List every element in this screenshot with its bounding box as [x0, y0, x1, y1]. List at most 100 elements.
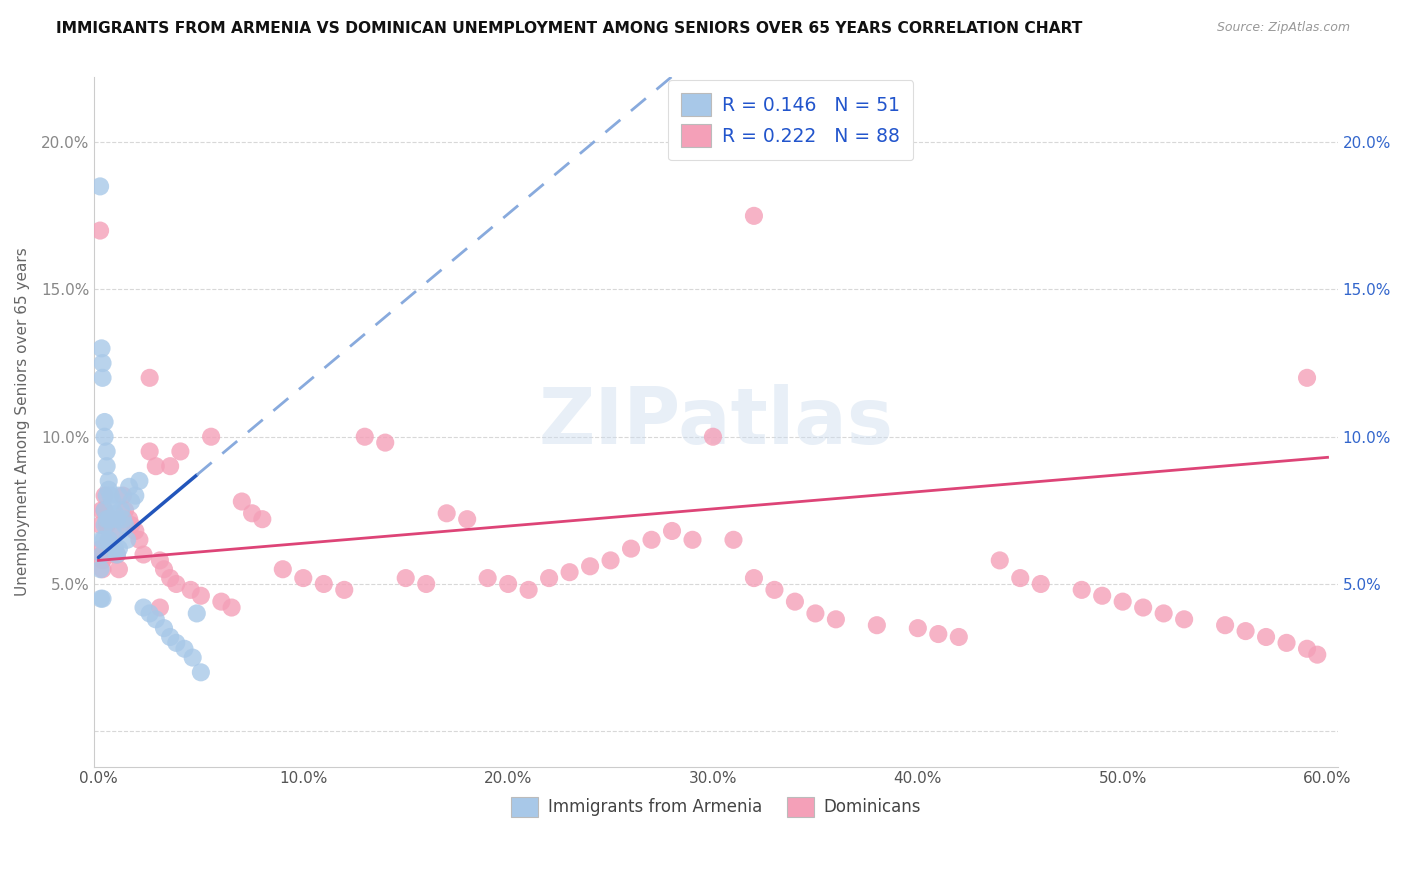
Point	[90, 591, 112, 606]
Point	[186, 607, 208, 621]
Point	[1153, 607, 1175, 621]
Point	[153, 621, 176, 635]
Point	[97, 533, 120, 547]
Point	[165, 636, 187, 650]
Point	[104, 524, 127, 538]
Point	[91, 591, 114, 606]
Point	[558, 565, 581, 579]
Point	[763, 582, 786, 597]
Point	[108, 489, 131, 503]
Point	[1091, 589, 1114, 603]
Point	[866, 618, 889, 632]
Point	[105, 512, 128, 526]
Point	[180, 582, 202, 597]
Point	[1254, 630, 1277, 644]
Point	[128, 474, 150, 488]
Point	[271, 562, 294, 576]
Point	[1275, 636, 1298, 650]
Point	[496, 577, 519, 591]
Point	[149, 600, 172, 615]
Point	[124, 524, 146, 538]
Point	[96, 459, 118, 474]
Point	[682, 533, 704, 547]
Point	[91, 562, 114, 576]
Point	[825, 612, 848, 626]
Y-axis label: Unemployment Among Seniors over 65 years: Unemployment Among Seniors over 65 years	[15, 248, 30, 597]
Point	[124, 489, 146, 503]
Point	[110, 503, 132, 517]
Point	[159, 459, 181, 474]
Point	[96, 518, 118, 533]
Point	[93, 503, 115, 517]
Point	[436, 506, 458, 520]
Point	[159, 630, 181, 644]
Text: ZIPatlas: ZIPatlas	[538, 384, 894, 460]
Point	[89, 223, 111, 237]
Point	[312, 577, 335, 591]
Point	[538, 571, 561, 585]
Point	[209, 594, 232, 608]
Point	[1296, 371, 1319, 385]
Point	[115, 533, 138, 547]
Point	[181, 650, 204, 665]
Point	[149, 553, 172, 567]
Point	[620, 541, 643, 556]
Text: Source: ZipAtlas.com: Source: ZipAtlas.com	[1216, 21, 1350, 35]
Point	[93, 489, 115, 503]
Point	[132, 548, 155, 562]
Point	[599, 553, 621, 567]
Point	[89, 179, 111, 194]
Text: IMMIGRANTS FROM ARMENIA VS DOMINICAN UNEMPLOYMENT AMONG SENIORS OVER 65 YEARS CO: IMMIGRANTS FROM ARMENIA VS DOMINICAN UNE…	[56, 21, 1083, 37]
Point	[1010, 571, 1032, 585]
Point	[173, 641, 195, 656]
Legend: Immigrants from Armenia, Dominicans: Immigrants from Armenia, Dominicans	[505, 790, 928, 823]
Point	[108, 562, 131, 576]
Point	[415, 577, 437, 591]
Point	[1213, 618, 1236, 632]
Point	[1234, 624, 1257, 639]
Point	[1306, 648, 1329, 662]
Point	[100, 489, 122, 503]
Point	[112, 489, 135, 503]
Point	[165, 577, 187, 591]
Point	[114, 503, 136, 517]
Point	[1173, 612, 1195, 626]
Point	[90, 503, 112, 517]
Point	[742, 571, 765, 585]
Point	[153, 562, 176, 576]
Point	[1070, 582, 1092, 597]
Point	[96, 444, 118, 458]
Point	[90, 533, 112, 547]
Point	[118, 512, 141, 526]
Point	[120, 494, 142, 508]
Point	[100, 512, 122, 526]
Point	[353, 430, 375, 444]
Point	[517, 582, 540, 597]
Point	[948, 630, 970, 644]
Point	[138, 607, 160, 621]
Point	[1029, 577, 1052, 591]
Point	[159, 571, 181, 585]
Point	[231, 494, 253, 508]
Point	[105, 548, 128, 562]
Point	[101, 494, 124, 508]
Point	[240, 506, 263, 520]
Point	[118, 480, 141, 494]
Point	[456, 512, 478, 526]
Point	[105, 548, 128, 562]
Point	[783, 594, 806, 608]
Point	[723, 533, 745, 547]
Point	[93, 503, 115, 517]
Point	[104, 506, 127, 520]
Point	[100, 539, 122, 553]
Point	[333, 582, 356, 597]
Point	[395, 571, 418, 585]
Point	[221, 600, 243, 615]
Point	[145, 459, 167, 474]
Point	[93, 430, 115, 444]
Point	[1296, 641, 1319, 656]
Point	[101, 524, 124, 538]
Point	[96, 512, 118, 526]
Point	[112, 512, 135, 526]
Point	[93, 518, 115, 533]
